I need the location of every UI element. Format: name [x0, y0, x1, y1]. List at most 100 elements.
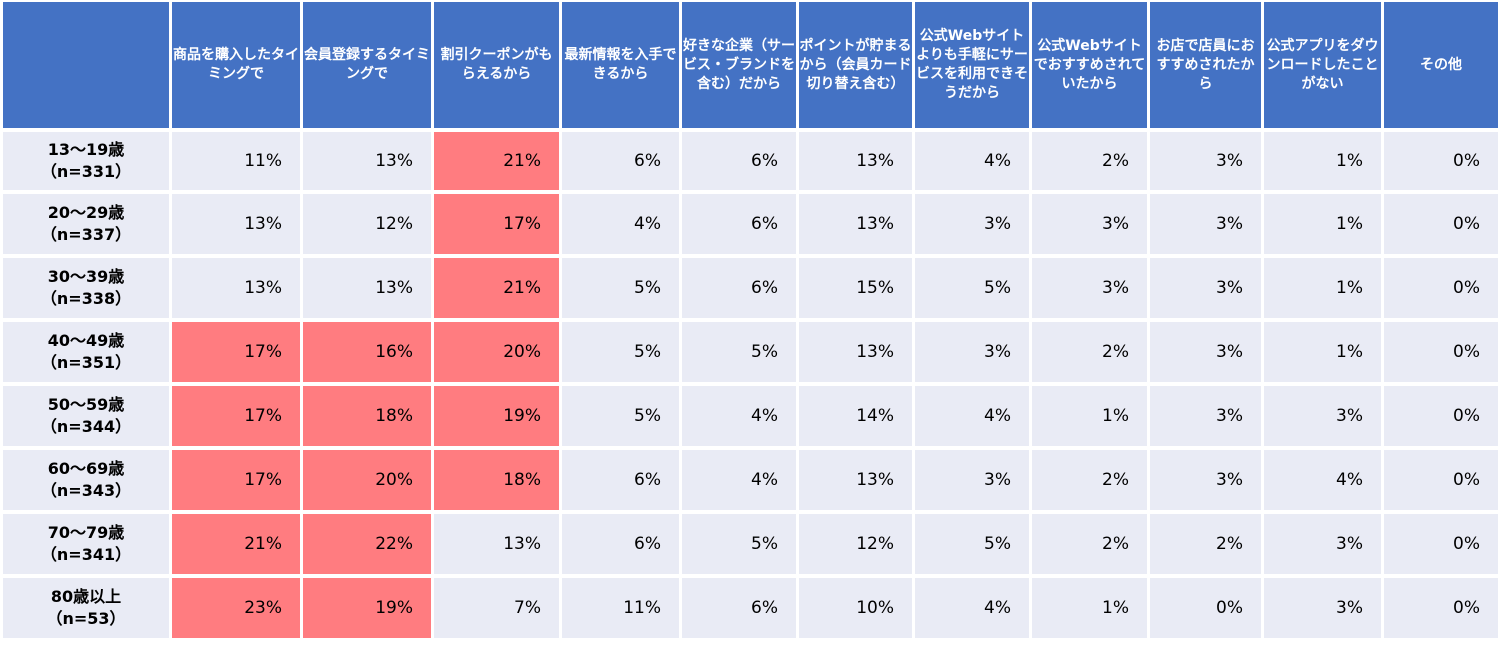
data-cell: 13% — [172, 258, 300, 318]
row-age-label: 50〜59歳 — [47, 395, 125, 414]
data-cell: 4% — [915, 578, 1029, 638]
data-cell: 6% — [682, 194, 796, 254]
column-header: ポイントが貯まるから（会員カード切り替え含む） — [799, 2, 912, 128]
data-cell: 1% — [1032, 578, 1147, 638]
data-cell: 4% — [1264, 450, 1381, 510]
data-table: 商品を購入したタイミングで 会員登録するタイミングで 割引クーポンがもらえるから 最新… — [3, 2, 1498, 638]
data-cell: 0% — [1384, 386, 1498, 446]
data-cell: 0% — [1384, 132, 1498, 190]
row-header: 30〜39歳 （n=338） — [3, 258, 169, 318]
data-cell: 20% — [303, 450, 431, 510]
data-cell: 13% — [172, 194, 300, 254]
data-cell: 0% — [1384, 578, 1498, 638]
data-cell: 3% — [1150, 322, 1261, 382]
data-cell: 0% — [1384, 514, 1498, 574]
data-cell: 5% — [562, 322, 679, 382]
data-cell: 5% — [682, 322, 796, 382]
data-cell: 0% — [1384, 322, 1498, 382]
row-header: 40〜49歳 （n=351） — [3, 322, 169, 382]
data-cell: 17% — [172, 450, 300, 510]
data-cell: 13% — [799, 322, 912, 382]
row-sample-size: （n=344） — [40, 417, 132, 436]
row-header: 13〜19歳 （n=331） — [3, 132, 169, 190]
data-cell: 0% — [1384, 450, 1498, 510]
data-cell: 17% — [434, 194, 559, 254]
data-cell: 21% — [172, 514, 300, 574]
data-cell: 13% — [799, 194, 912, 254]
data-cell: 4% — [682, 386, 796, 446]
column-header: 最新情報を入手できるから — [562, 2, 679, 128]
data-cell: 3% — [1150, 450, 1261, 510]
table-row: 30〜39歳 （n=338） 13% 13% 21% 5% 6% 15% 5% 3% 3% 1% 0% — [3, 258, 1498, 318]
data-cell: 2% — [1032, 514, 1147, 574]
data-cell: 2% — [1032, 322, 1147, 382]
table-row: 80歳以上 （n=53） 23% 19% 7% 11% 6% 10% 4% 1% 0% 3% 0% — [3, 578, 1498, 638]
data-cell: 13% — [303, 132, 431, 190]
data-cell: 1% — [1032, 386, 1147, 446]
row-header: 80歳以上 （n=53） — [3, 578, 169, 638]
data-cell: 23% — [172, 578, 300, 638]
row-age-label: 40〜49歳 — [47, 331, 125, 350]
row-age-label: 20〜29歳 — [47, 203, 125, 222]
row-sample-size: （n=331） — [40, 162, 132, 181]
data-cell: 0% — [1150, 578, 1261, 638]
data-cell: 6% — [682, 132, 796, 190]
data-cell: 4% — [915, 132, 1029, 190]
data-cell: 14% — [799, 386, 912, 446]
data-cell: 3% — [1264, 514, 1381, 574]
data-cell: 16% — [303, 322, 431, 382]
data-cell: 1% — [1264, 194, 1381, 254]
data-cell: 19% — [434, 386, 559, 446]
data-cell: 13% — [799, 132, 912, 190]
row-sample-size: （n=341） — [40, 545, 132, 564]
data-cell: 12% — [799, 514, 912, 574]
corner-header-cell — [3, 2, 169, 128]
column-header: 割引クーポンがもらえるから — [434, 2, 559, 128]
data-cell: 4% — [562, 194, 679, 254]
data-cell: 3% — [1150, 386, 1261, 446]
row-sample-size: （n=53） — [46, 609, 126, 628]
row-age-label: 30〜39歳 — [47, 267, 125, 286]
row-header: 70〜79歳 （n=341） — [3, 514, 169, 574]
data-cell: 3% — [1032, 258, 1147, 318]
data-cell: 22% — [303, 514, 431, 574]
data-cell: 6% — [682, 258, 796, 318]
row-age-label: 70〜79歳 — [47, 523, 125, 542]
data-cell: 21% — [434, 132, 559, 190]
data-cell: 3% — [1150, 258, 1261, 318]
data-cell: 13% — [303, 258, 431, 318]
table-row: 50〜59歳 （n=344） 17% 18% 19% 5% 4% 14% 4% 1% 3% 3% 0% — [3, 386, 1498, 446]
row-sample-size: （n=351） — [40, 353, 132, 372]
data-cell: 11% — [562, 578, 679, 638]
data-cell: 3% — [1264, 578, 1381, 638]
data-cell: 12% — [303, 194, 431, 254]
column-header: その他 — [1384, 2, 1498, 128]
header-row: 商品を購入したタイミングで 会員登録するタイミングで 割引クーポンがもらえるから 最新… — [3, 2, 1498, 128]
data-cell: 7% — [434, 578, 559, 638]
data-cell: 5% — [562, 386, 679, 446]
data-cell: 1% — [1264, 322, 1381, 382]
data-cell: 20% — [434, 322, 559, 382]
table-row: 60〜69歳 （n=343） 17% 20% 18% 6% 4% 13% 3% 2% 3% 4% 0% — [3, 450, 1498, 510]
data-cell: 4% — [915, 386, 1029, 446]
column-header: 公式Webサイトでおすすめされていたから — [1032, 2, 1147, 128]
table-row: 40〜49歳 （n=351） 17% 16% 20% 5% 5% 13% 3% 2% 3% 1% 0% — [3, 322, 1498, 382]
column-header: 公式Webサイトよりも手軽にサービスを利用できそうだから — [915, 2, 1029, 128]
data-cell: 3% — [1150, 132, 1261, 190]
data-cell: 3% — [915, 322, 1029, 382]
data-cell: 0% — [1384, 258, 1498, 318]
column-header: 公式アプリをダウンロードしたことがない — [1264, 2, 1381, 128]
data-cell: 6% — [562, 132, 679, 190]
data-cell: 13% — [799, 450, 912, 510]
data-cell: 3% — [1032, 194, 1147, 254]
row-header: 50〜59歳 （n=344） — [3, 386, 169, 446]
table-body: 13〜19歳 （n=331） 11% 13% 21% 6% 6% 13% 4% 2% 3% 1% 0% 2… — [3, 132, 1498, 638]
data-cell: 21% — [434, 258, 559, 318]
data-cell: 2% — [1032, 132, 1147, 190]
data-cell: 3% — [1264, 386, 1381, 446]
column-header: 商品を購入したタイミングで — [172, 2, 300, 128]
data-cell: 2% — [1032, 450, 1147, 510]
row-age-label: 80歳以上 — [50, 587, 122, 606]
column-header: お店で店員におすすめされたから — [1150, 2, 1261, 128]
table-row: 13〜19歳 （n=331） 11% 13% 21% 6% 6% 13% 4% 2% 3% 1% 0% — [3, 132, 1498, 190]
